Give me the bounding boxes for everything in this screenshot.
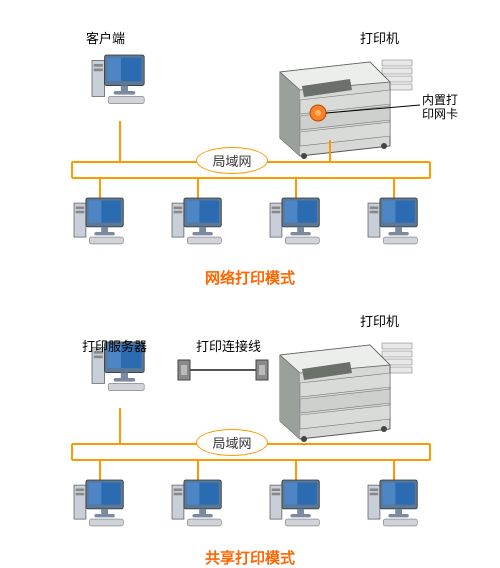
label-printer-2: 打印机 [360,311,399,330]
label-netcard: 内置打 印网卡 [422,93,458,121]
lan-bubble-2: 局域网 [196,429,268,456]
diagram-root: 客户端 打印机 内置打 印网卡 局域网 网络打印模式 打印机 打印服务器 打印连… [0,0,500,566]
caption-shared-mode: 共享打印模式 [0,547,500,568]
label-client: 客户端 [86,28,125,47]
label-print-cable: 打印连接线 [196,336,261,355]
label-print-server: 打印服务器 [82,336,147,355]
caption-network-mode: 网络打印模式 [0,267,500,288]
lan-label-1: 局域网 [212,151,251,170]
lan-label-2: 局域网 [212,433,251,452]
lan-bubble-1: 局域网 [196,147,268,174]
label-printer-1: 打印机 [360,28,399,47]
